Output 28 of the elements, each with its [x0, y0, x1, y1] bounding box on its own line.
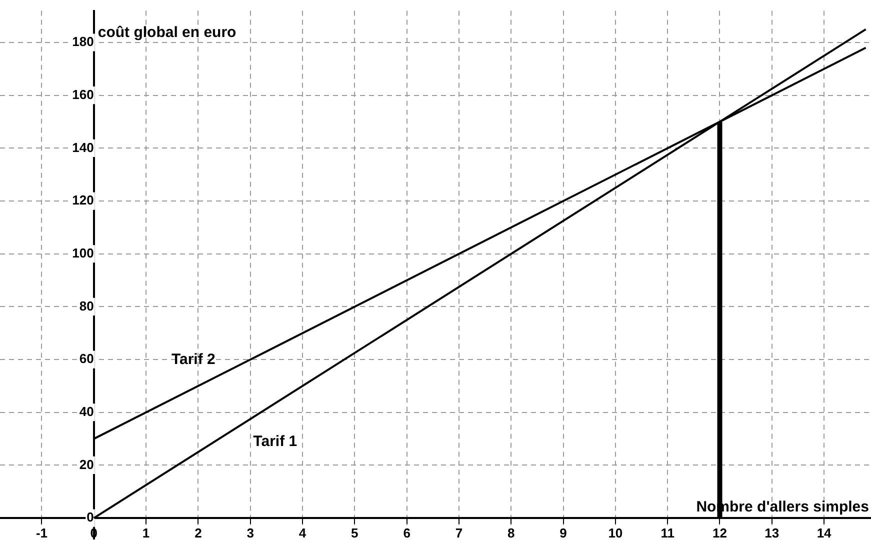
y-tick-label: 100	[72, 245, 94, 260]
x-tick-label: 13	[764, 525, 780, 540]
y-tick-label: 180	[72, 34, 94, 50]
x-tick-label: -1	[36, 525, 48, 540]
x-tick-label: 12	[712, 525, 727, 540]
series-label: Tarif 2	[171, 350, 216, 368]
y-tick-label: 0	[86, 510, 94, 525]
y-tick-label: 120	[72, 192, 94, 208]
y-tick-label: 40	[79, 404, 94, 419]
y-tick-label: 60	[79, 351, 94, 366]
x-tick-label: 6	[403, 525, 410, 540]
x-tick-label: 10	[608, 525, 623, 540]
x-tick-label: 9	[560, 525, 567, 540]
y-tick-label: 80	[79, 298, 94, 314]
x-tick-label: 1	[142, 525, 150, 540]
x-tick-label: 4	[298, 525, 307, 540]
x-tick-label: 8	[508, 525, 515, 540]
x-tick-label: 2	[194, 525, 202, 540]
x-tick-label: 11	[660, 525, 674, 540]
x-tick-label: 14	[816, 525, 832, 540]
x-tick-label: 5	[351, 525, 358, 540]
y-tick-label: 20	[79, 456, 94, 472]
y-axis-title: coût global en euro	[98, 24, 236, 41]
x-tick-label: 3	[246, 525, 254, 540]
series-label: Tarif 1	[253, 432, 298, 450]
y-tick-label: 160	[72, 86, 94, 102]
x-tick-label: 7	[455, 525, 463, 540]
y-tick-label: 140	[72, 140, 94, 155]
